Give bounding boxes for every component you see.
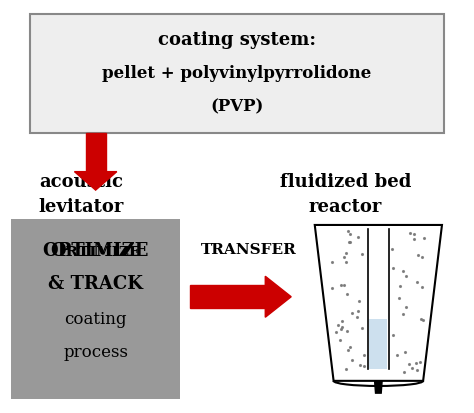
Text: pellet + polyvinylpyrrolidone: pellet + polyvinylpyrrolidone: [102, 65, 372, 82]
Text: (PVP): (PVP): [210, 98, 264, 115]
FancyBboxPatch shape: [11, 219, 181, 399]
Text: reactor: reactor: [309, 197, 382, 216]
FancyBboxPatch shape: [30, 14, 444, 133]
Text: acoustic: acoustic: [39, 173, 124, 191]
Polygon shape: [190, 285, 265, 308]
Polygon shape: [315, 225, 442, 381]
Polygon shape: [74, 172, 117, 190]
Text: coating: coating: [64, 311, 127, 328]
Text: levitator: levitator: [39, 197, 124, 216]
Polygon shape: [374, 381, 382, 393]
Polygon shape: [369, 319, 387, 368]
Text: OPTIMIZE: OPTIMIZE: [43, 242, 149, 260]
Text: fluidized bed: fluidized bed: [280, 173, 411, 191]
Polygon shape: [265, 276, 291, 317]
Text: coating system:: coating system:: [158, 31, 316, 49]
Polygon shape: [86, 133, 106, 172]
Text: Oʀᴛɪᴍɪᴢᴇ: Oʀᴛɪᴍɪᴢᴇ: [51, 242, 141, 260]
Text: process: process: [63, 344, 128, 361]
Text: TRANSFER: TRANSFER: [201, 242, 297, 256]
Text: & TRACK: & TRACK: [48, 275, 143, 293]
